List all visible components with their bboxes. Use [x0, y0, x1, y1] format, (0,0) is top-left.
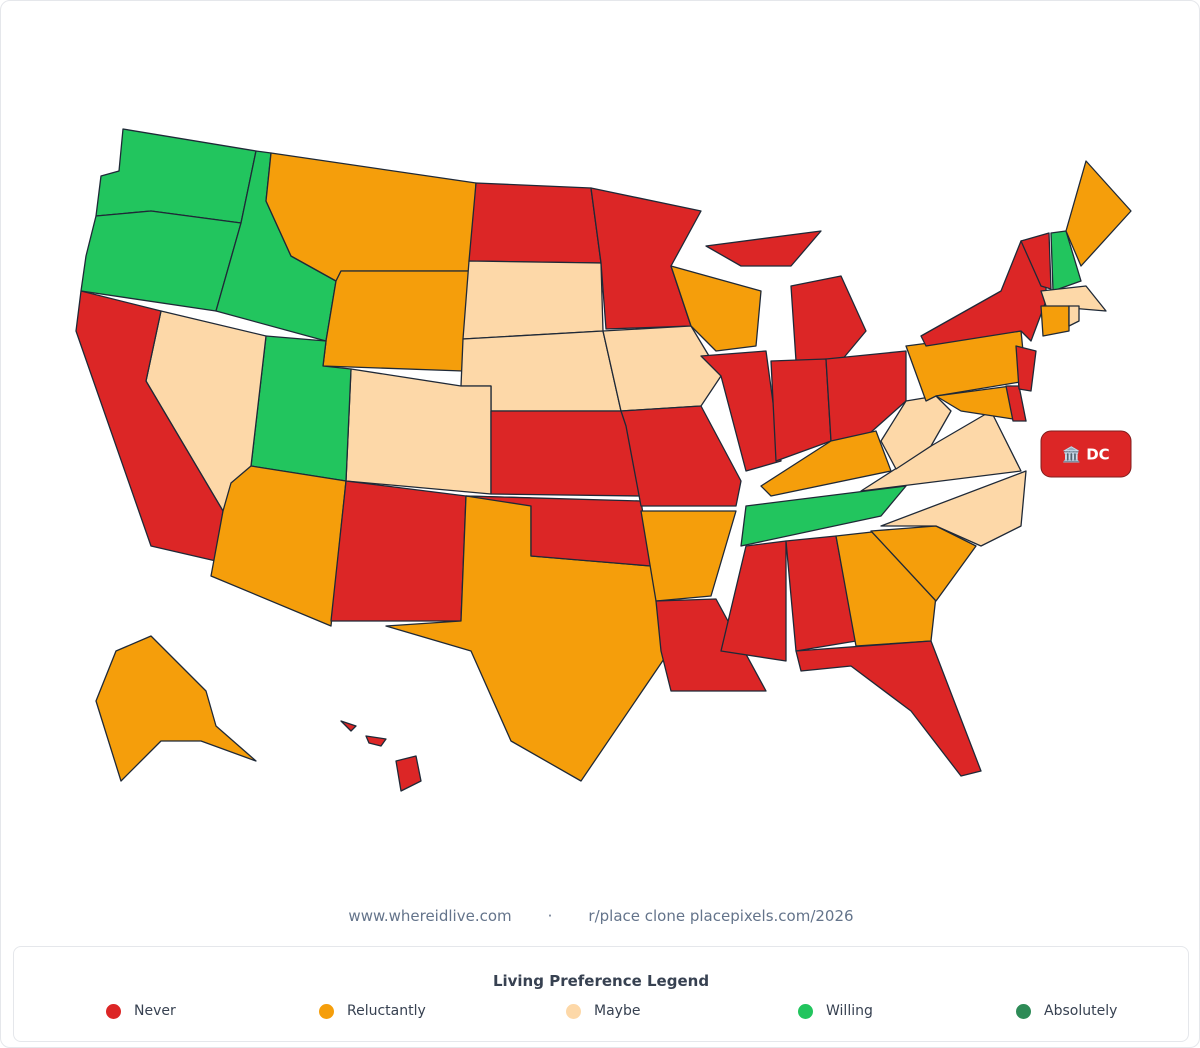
state-region[interactable]	[365, 735, 387, 747]
state-region[interactable]	[395, 755, 422, 792]
state-region[interactable]	[490, 410, 642, 497]
legend-swatch	[798, 1003, 813, 1019]
state-region[interactable]	[1050, 230, 1082, 292]
state-region[interactable]	[795, 640, 982, 777]
state-region[interactable]	[1065, 160, 1132, 267]
state-region[interactable]	[95, 128, 257, 224]
state-region[interactable]	[620, 405, 742, 507]
state-region[interactable]	[1020, 232, 1052, 290]
legend-item: Reluctantly	[319, 1003, 426, 1019]
state-region[interactable]	[340, 720, 357, 732]
legend-title: Living Preference Legend	[492, 972, 710, 990]
state-region[interactable]	[880, 470, 1027, 547]
state-region[interactable]	[1068, 305, 1080, 327]
state-region[interactable]	[655, 598, 767, 692]
legend-label: Never	[134, 1003, 176, 1019]
legend-label: Reluctantly	[347, 1003, 426, 1019]
state-region[interactable]	[1040, 305, 1070, 337]
site-link[interactable]: www.whereidlive.com	[348, 907, 512, 925]
state-region[interactable]	[1005, 385, 1027, 422]
legend-swatch	[1016, 1003, 1031, 1019]
legend-item: Never	[106, 1003, 176, 1019]
dc-badge[interactable]	[1040, 430, 1132, 478]
legend-label: Absolutely	[1044, 1003, 1118, 1019]
state-region[interactable]	[770, 358, 832, 462]
legend-swatch	[106, 1003, 121, 1019]
state-region[interactable]	[870, 525, 977, 602]
legend-swatch	[566, 1003, 581, 1019]
state-region[interactable]	[465, 495, 652, 567]
separator: ·	[547, 907, 553, 925]
state-region[interactable]	[880, 395, 952, 470]
legend-item: Willing	[798, 1003, 873, 1019]
state-region[interactable]	[462, 260, 604, 340]
legend-item: Absolutely	[1016, 1003, 1117, 1019]
legend-item: Maybe	[566, 1003, 640, 1019]
us-map: 🏛️ DC	[75, 128, 1132, 792]
legend-label: Maybe	[594, 1003, 641, 1019]
state-region[interactable]	[468, 182, 602, 264]
state-region[interactable]	[740, 485, 907, 547]
legend: Living Preference Legend Never Reluctantl…	[13, 946, 1189, 1042]
state-region[interactable]	[345, 368, 492, 495]
state-region[interactable]	[80, 210, 242, 312]
state-region[interactable]	[322, 270, 472, 372]
state-region[interactable]	[210, 465, 347, 627]
legend-label: Willing	[826, 1003, 873, 1019]
legend-swatch	[319, 1003, 334, 1019]
state-region[interactable]	[602, 325, 722, 412]
state-region[interactable]	[95, 635, 257, 782]
dc-label: 🏛️ DC	[1062, 446, 1109, 464]
state-region[interactable]	[705, 230, 822, 267]
state-region[interactable]	[670, 265, 762, 352]
state-region[interactable]	[825, 350, 907, 442]
state-region[interactable]	[1040, 285, 1107, 312]
state-region[interactable]	[720, 540, 787, 662]
state-region[interactable]	[700, 350, 782, 472]
state-region[interactable]	[790, 275, 867, 362]
state-region[interactable]	[760, 430, 892, 497]
state-region[interactable]	[1015, 345, 1037, 392]
footer: www.whereidlive.com · r/place clone placep…	[1, 907, 1200, 925]
credit-link[interactable]: r/place clone placepixels.com/2026	[588, 907, 854, 925]
state-region[interactable]	[640, 510, 737, 602]
state-region[interactable]	[330, 480, 467, 622]
